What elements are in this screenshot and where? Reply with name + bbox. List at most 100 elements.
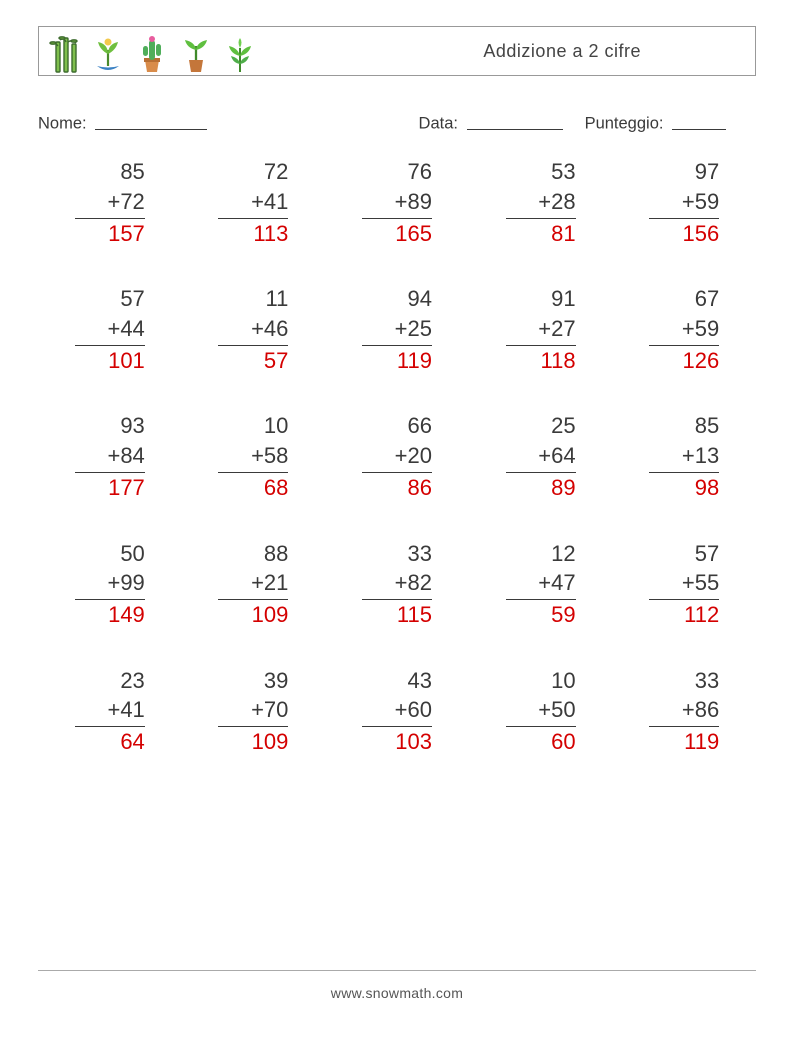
problem: 76+89165	[325, 157, 469, 248]
header-icons	[47, 26, 257, 76]
footer-text: www.snowmath.com	[331, 985, 463, 1001]
operand-b-row: +47	[506, 568, 576, 600]
operand-a: 93	[75, 411, 145, 441]
operand-b-row: +25	[362, 314, 432, 346]
operand-b-row: +13	[649, 441, 719, 473]
answer: 81	[506, 219, 576, 249]
date-underline	[467, 112, 563, 130]
operand-a: 94	[362, 284, 432, 314]
operand-b-row: +70	[218, 695, 288, 727]
answer: 109	[218, 600, 288, 630]
operand-b-row: +58	[218, 441, 288, 473]
operand-b-row: +44	[75, 314, 145, 346]
answer: 157	[75, 219, 145, 249]
operand-b-row: +46	[218, 314, 288, 346]
operand-b-row: +99	[75, 568, 145, 600]
operand-b-row: +59	[649, 187, 719, 219]
footer: www.snowmath.com	[38, 970, 756, 1001]
worksheet-page: Addizione a 2 cifre Nome: Data: Punteggi…	[0, 0, 794, 1053]
answer: 103	[362, 727, 432, 757]
answer: 57	[218, 346, 288, 376]
problem: 85+1398	[612, 411, 756, 502]
problem: 93+84177	[38, 411, 182, 502]
answer: 126	[649, 346, 719, 376]
problem: 33+82115	[325, 539, 469, 630]
operand-a: 85	[75, 157, 145, 187]
answer: 112	[649, 600, 719, 630]
date-field: Data:	[419, 110, 563, 133]
answer: 89	[506, 473, 576, 503]
problem: 11+4657	[182, 284, 326, 375]
operand-b-row: +20	[362, 441, 432, 473]
answer: 98	[649, 473, 719, 503]
answer: 113	[218, 219, 288, 249]
answer: 177	[75, 473, 145, 503]
name-field: Nome:	[38, 110, 419, 133]
problem: 23+4164	[38, 666, 182, 757]
answer: 119	[649, 727, 719, 757]
sprout-icon	[91, 34, 125, 74]
operand-a: 43	[362, 666, 432, 696]
operand-a: 88	[218, 539, 288, 569]
operand-b-row: +60	[362, 695, 432, 727]
operand-b-row: +64	[506, 441, 576, 473]
problem: 53+2881	[469, 157, 613, 248]
operand-b-row: +50	[506, 695, 576, 727]
answer: 156	[649, 219, 719, 249]
score-label: Punteggio:	[585, 114, 664, 132]
cactus-icon	[135, 34, 169, 74]
operand-a: 67	[649, 284, 719, 314]
operand-a: 10	[218, 411, 288, 441]
problem: 10+5060	[469, 666, 613, 757]
operand-a: 72	[218, 157, 288, 187]
problem: 50+99149	[38, 539, 182, 630]
operand-a: 57	[75, 284, 145, 314]
name-label: Nome:	[38, 114, 87, 132]
seedling-icon	[179, 34, 213, 74]
problem: 33+86119	[612, 666, 756, 757]
operand-a: 85	[649, 411, 719, 441]
operand-b-row: +41	[75, 695, 145, 727]
answer: 115	[362, 600, 432, 630]
operand-a: 66	[362, 411, 432, 441]
answer: 165	[362, 219, 432, 249]
problem: 10+5868	[182, 411, 326, 502]
operand-b-row: +89	[362, 187, 432, 219]
operand-a: 12	[506, 539, 576, 569]
operand-b-row: +59	[649, 314, 719, 346]
operand-b-row: +55	[649, 568, 719, 600]
problem: 39+70109	[182, 666, 326, 757]
problems-grid: 85+7215772+4111376+8916553+288197+591565…	[38, 157, 756, 756]
operand-a: 39	[218, 666, 288, 696]
answer: 68	[218, 473, 288, 503]
problem: 91+27118	[469, 284, 613, 375]
problem: 94+25119	[325, 284, 469, 375]
operand-a: 76	[362, 157, 432, 187]
problem: 66+2086	[325, 411, 469, 502]
operand-b-row: +86	[649, 695, 719, 727]
answer: 119	[362, 346, 432, 376]
problem: 72+41113	[182, 157, 326, 248]
problem: 25+6489	[469, 411, 613, 502]
operand-b-row: +82	[362, 568, 432, 600]
operand-a: 53	[506, 157, 576, 187]
operand-a: 10	[506, 666, 576, 696]
operand-b-row: +28	[506, 187, 576, 219]
operand-a: 33	[362, 539, 432, 569]
operand-a: 57	[649, 539, 719, 569]
operand-a: 23	[75, 666, 145, 696]
score-underline	[672, 112, 726, 130]
answer: 118	[506, 346, 576, 376]
operand-b-row: +41	[218, 187, 288, 219]
worksheet-title: Addizione a 2 cifre	[483, 41, 751, 62]
score-field: Punteggio:	[585, 110, 727, 133]
problem: 67+59126	[612, 284, 756, 375]
operand-b-row: +72	[75, 187, 145, 219]
problem: 12+4759	[469, 539, 613, 630]
info-row: Nome: Data: Punteggio:	[38, 110, 756, 133]
problem: 97+59156	[612, 157, 756, 248]
answer: 59	[506, 600, 576, 630]
operand-a: 25	[506, 411, 576, 441]
date-label: Data:	[419, 114, 458, 132]
operand-b-row: +84	[75, 441, 145, 473]
